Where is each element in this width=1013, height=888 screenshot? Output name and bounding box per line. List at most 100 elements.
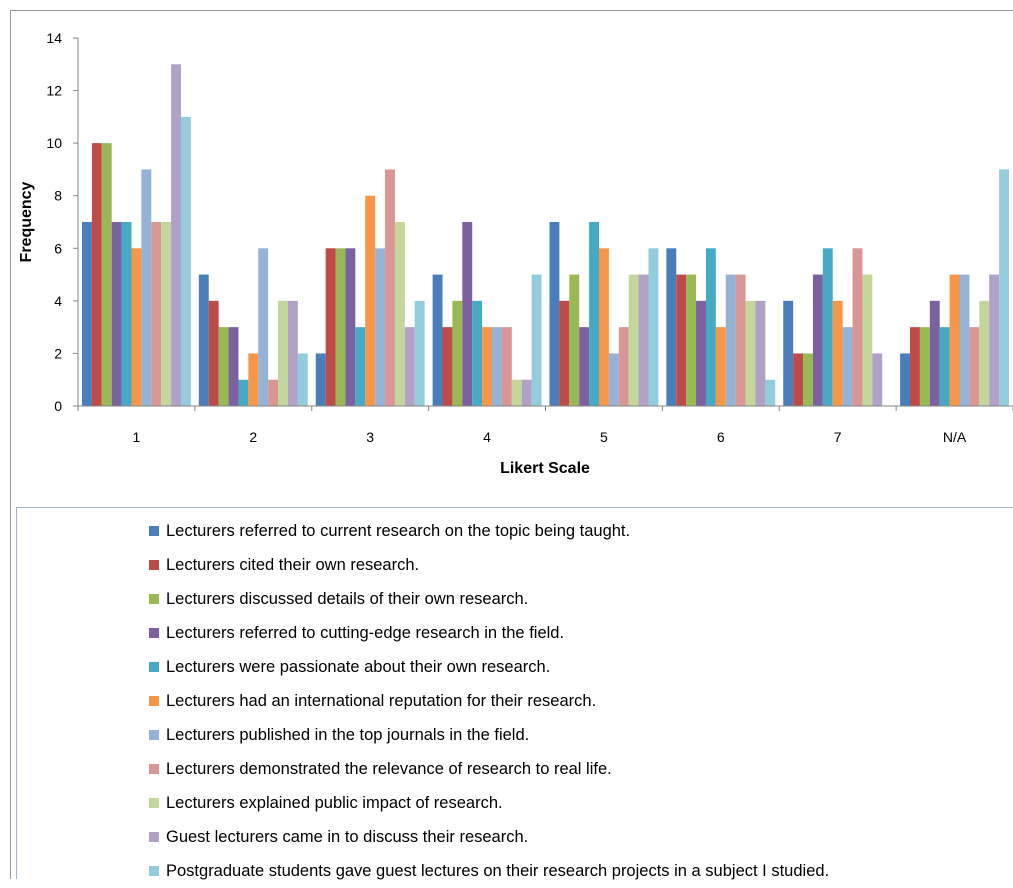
bar-s4-c2 bbox=[228, 327, 239, 406]
bar-s1-c1 bbox=[81, 222, 92, 406]
x-tick-label: 6 bbox=[717, 429, 725, 445]
legend-label: Lecturers explained public impact of res… bbox=[166, 793, 503, 812]
bar-s8-c7 bbox=[852, 248, 863, 406]
bar-s9-c7 bbox=[862, 274, 873, 406]
bar-s3-c5 bbox=[569, 274, 580, 406]
y-tick-label: 8 bbox=[54, 188, 62, 204]
legend-swatch bbox=[149, 526, 159, 536]
bar-s4-c5 bbox=[579, 327, 590, 406]
x-tick-label: 1 bbox=[133, 429, 141, 445]
legend-label: Lecturers cited their own research. bbox=[166, 555, 420, 574]
legend-item: Lecturers had an international reputatio… bbox=[149, 684, 829, 718]
bar-s4-c8 bbox=[929, 300, 940, 406]
y-tick-label: 2 bbox=[54, 345, 62, 361]
bar-s7-c2 bbox=[258, 248, 269, 406]
legend-swatch bbox=[149, 730, 159, 740]
legend-swatch bbox=[149, 696, 159, 706]
legend-item: Guest lecturers came in to discuss their… bbox=[149, 820, 829, 854]
bar-s2-c2 bbox=[208, 300, 219, 406]
x-tick-label: 7 bbox=[834, 429, 842, 445]
bar-s11-c1 bbox=[180, 116, 191, 407]
bar-s3-c2 bbox=[218, 327, 229, 406]
bar-s7-c7 bbox=[842, 327, 853, 406]
bar-s10-c5 bbox=[638, 274, 649, 406]
bar-s10-c8 bbox=[989, 274, 1000, 406]
bar-s1-c5 bbox=[549, 222, 560, 406]
legend-swatch bbox=[149, 594, 159, 604]
legend-label: Lecturers referred to cutting-edge resea… bbox=[166, 623, 565, 642]
legend-label: Lecturers were passionate about their ow… bbox=[166, 657, 551, 676]
bar-s2-c6 bbox=[676, 274, 687, 406]
bar-s9-c4 bbox=[511, 379, 522, 406]
legend-swatch bbox=[149, 866, 159, 876]
bar-s10-c1 bbox=[171, 64, 181, 406]
bar-s7-c4 bbox=[492, 327, 502, 406]
bar-s8-c3 bbox=[385, 169, 395, 406]
legend-item: Lecturers published in the top journals … bbox=[149, 718, 829, 752]
bar-s8-c8 bbox=[969, 327, 980, 406]
legend-list: Lecturers referred to current research o… bbox=[149, 514, 829, 888]
bar-s1-c8 bbox=[900, 353, 911, 406]
x-tick-label: 2 bbox=[249, 429, 257, 445]
bar-s4-c6 bbox=[696, 300, 706, 406]
bar-s6-c7 bbox=[832, 300, 843, 406]
bar-s11-c8 bbox=[999, 169, 1010, 406]
bar-s9-c8 bbox=[979, 300, 990, 406]
y-tick-label: 0 bbox=[54, 398, 62, 414]
bar-s7-c6 bbox=[725, 274, 736, 406]
x-tick-label: 4 bbox=[483, 429, 491, 445]
legend-item: Lecturers referred to current research o… bbox=[149, 514, 829, 548]
bar-s5-c6 bbox=[705, 248, 716, 406]
x-tick-label: 5 bbox=[600, 429, 608, 445]
legend-label: Guest lecturers came in to discuss their… bbox=[166, 827, 529, 846]
bar-s5-c8 bbox=[939, 327, 950, 406]
x-axis-title: Likert Scale bbox=[500, 460, 590, 477]
bar-s10-c3 bbox=[404, 327, 415, 406]
bars bbox=[81, 64, 1010, 407]
bar-s7-c3 bbox=[375, 248, 386, 406]
legend-label: Postgraduate students gave guest lecture… bbox=[166, 861, 830, 880]
bar-s4-c1 bbox=[111, 222, 122, 406]
bar-s8-c5 bbox=[618, 327, 629, 406]
bar-s6-c1 bbox=[131, 248, 142, 406]
legend-label: Lecturers published in the top journals … bbox=[166, 725, 530, 744]
bar-s1-c2 bbox=[198, 274, 209, 406]
bar-s9-c1 bbox=[161, 222, 172, 406]
bar-s5-c2 bbox=[238, 379, 249, 406]
bar-s5-c5 bbox=[589, 222, 599, 406]
legend-swatch bbox=[149, 798, 159, 808]
y-axis-ticks: 0 2 4 6 8 10 12 14 bbox=[46, 30, 78, 414]
bar-s11-c4 bbox=[531, 274, 542, 406]
bar-s6-c5 bbox=[598, 248, 609, 406]
x-tick-label: N/A bbox=[943, 429, 967, 445]
bar-s1-c6 bbox=[666, 248, 677, 406]
legend-swatch bbox=[149, 628, 159, 638]
bar-s1-c7 bbox=[783, 300, 794, 406]
bar-s7-c5 bbox=[608, 353, 619, 406]
legend-label: Lecturers had an international reputatio… bbox=[166, 691, 597, 710]
bar-s2-c8 bbox=[910, 327, 920, 406]
bar-s10-c6 bbox=[755, 300, 766, 406]
bar-s8-c6 bbox=[735, 274, 746, 406]
bar-s9-c2 bbox=[278, 300, 288, 406]
legend-label: Lecturers discussed details of their own… bbox=[166, 589, 529, 608]
bar-s9-c5 bbox=[628, 274, 639, 406]
bar-s5-c7 bbox=[822, 248, 833, 406]
legend-label: Lecturers referred to current research o… bbox=[166, 521, 631, 540]
bar-s3-c6 bbox=[686, 274, 697, 406]
bar-s11-c5 bbox=[648, 248, 659, 406]
bar-s5-c3 bbox=[355, 327, 366, 406]
bar-s7-c1 bbox=[141, 169, 152, 406]
y-tick-label: 4 bbox=[54, 293, 62, 309]
bar-s6-c8 bbox=[949, 274, 960, 406]
bar-s2-c7 bbox=[793, 353, 804, 406]
bar-s1-c3 bbox=[315, 353, 326, 406]
bar-s1-c4 bbox=[432, 274, 443, 406]
x-tick-label: 3 bbox=[366, 429, 374, 445]
bar-s4-c3 bbox=[345, 248, 356, 406]
bar-s8-c2 bbox=[268, 379, 279, 406]
bar-s6-c6 bbox=[715, 327, 726, 406]
x-axis-ticks: 1 2 3 4 5 6 7 N/A bbox=[77, 406, 1013, 445]
bar-s6-c4 bbox=[482, 327, 493, 406]
bar-s7-c8 bbox=[959, 274, 970, 406]
